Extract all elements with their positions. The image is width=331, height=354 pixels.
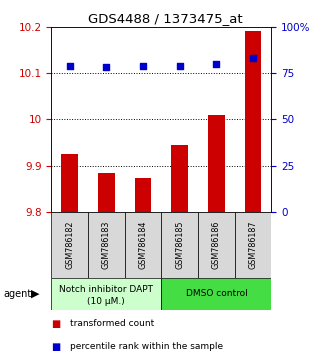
Bar (235, 212, 271, 278)
Bar (161, 278, 271, 310)
Text: (10 μM.): (10 μM.) (87, 297, 125, 306)
Bar (51, 278, 161, 310)
Text: transformed count: transformed count (70, 319, 154, 329)
Point (214, 61, 219, 67)
Bar (198, 212, 235, 278)
Text: GSM786184: GSM786184 (138, 221, 148, 269)
Text: ■: ■ (51, 319, 61, 329)
Bar (88, 212, 125, 278)
Text: Notch inhibitor DAPT: Notch inhibitor DAPT (59, 285, 153, 293)
Text: GSM786186: GSM786186 (212, 221, 221, 269)
Text: GSM786182: GSM786182 (65, 221, 74, 269)
Bar (98, 173, 115, 212)
Text: ▶: ▶ (30, 289, 39, 299)
Text: agent: agent (3, 289, 31, 299)
Bar (135, 178, 151, 212)
Bar (208, 115, 225, 212)
Bar (61, 154, 78, 212)
Point (67, 63, 72, 68)
Point (251, 55, 256, 61)
Text: GSM786185: GSM786185 (175, 221, 184, 269)
Bar (125, 212, 161, 278)
Bar (51, 212, 88, 278)
Point (104, 64, 109, 70)
Bar (171, 145, 188, 212)
Text: percentile rank within the sample: percentile rank within the sample (70, 342, 223, 352)
Text: ■: ■ (51, 342, 61, 352)
Text: GSM786183: GSM786183 (102, 221, 111, 269)
Bar (245, 31, 261, 212)
Bar (161, 212, 198, 278)
Text: GDS4488 / 1373475_at: GDS4488 / 1373475_at (88, 12, 243, 25)
Point (177, 63, 182, 68)
Text: DMSO control: DMSO control (185, 289, 247, 298)
Point (140, 63, 146, 68)
Text: GSM786187: GSM786187 (249, 221, 258, 269)
